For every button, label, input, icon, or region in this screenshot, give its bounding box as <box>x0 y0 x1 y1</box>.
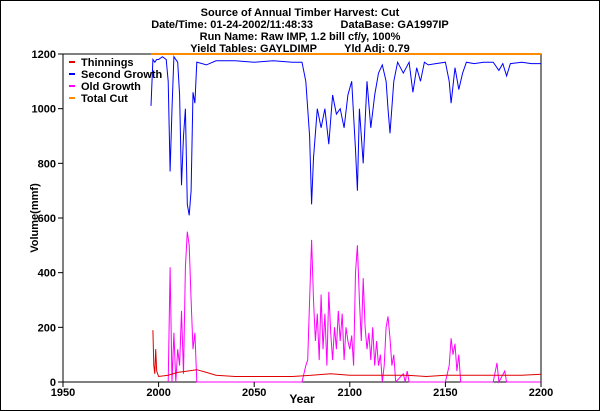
x-axis-label: Year <box>289 392 315 406</box>
date-database-line: Date/Time: 01-24-2002/11:48:33 DataBase:… <box>151 19 449 31</box>
series-layer <box>150 53 542 384</box>
x-tick-label: 2200 <box>529 387 553 399</box>
x-tick-label: 2100 <box>338 387 362 399</box>
series-line-second-growth <box>150 55 541 216</box>
yield-tables-line: Yield Tables: GAYLDIMP Yld Adj: 0.79 <box>190 43 410 55</box>
y-tick-label: 1200 <box>32 49 56 61</box>
series-line-old-growth <box>167 231 541 384</box>
y-tick-label: 0 <box>50 377 56 389</box>
legend-label: Thinnings <box>81 57 134 69</box>
y-tick-label: 200 <box>38 322 56 334</box>
y-tick-label: 600 <box>38 213 56 225</box>
run-name-line: Run Name: Raw IMP, 1.2 bill cf/y, 100% <box>199 31 401 43</box>
x-tick-label: 1950 <box>51 387 75 399</box>
series-line-thinnings <box>152 330 542 378</box>
plot-area <box>62 53 542 383</box>
y-tick-label: 400 <box>38 268 56 280</box>
y-tick-label: 800 <box>38 158 56 170</box>
y-tick-label: 1000 <box>32 104 56 116</box>
chart-title: Source of Annual Timber Harvest: Cut <box>200 7 400 19</box>
legend-label: Old Growth <box>81 81 141 93</box>
legend-label: Total Cut <box>81 93 128 105</box>
x-tick-label: 2000 <box>146 387 170 399</box>
x-tick-label: 2050 <box>242 387 266 399</box>
axis-layer: 1950 2000 2050 2100 2150 2200 0 200 400 600 800 100… <box>32 49 554 399</box>
y-axis-label: Volume(mmf) <box>29 183 41 253</box>
x-tick-label: 2150 <box>433 387 457 399</box>
legend-label: Second Growth <box>81 69 163 81</box>
